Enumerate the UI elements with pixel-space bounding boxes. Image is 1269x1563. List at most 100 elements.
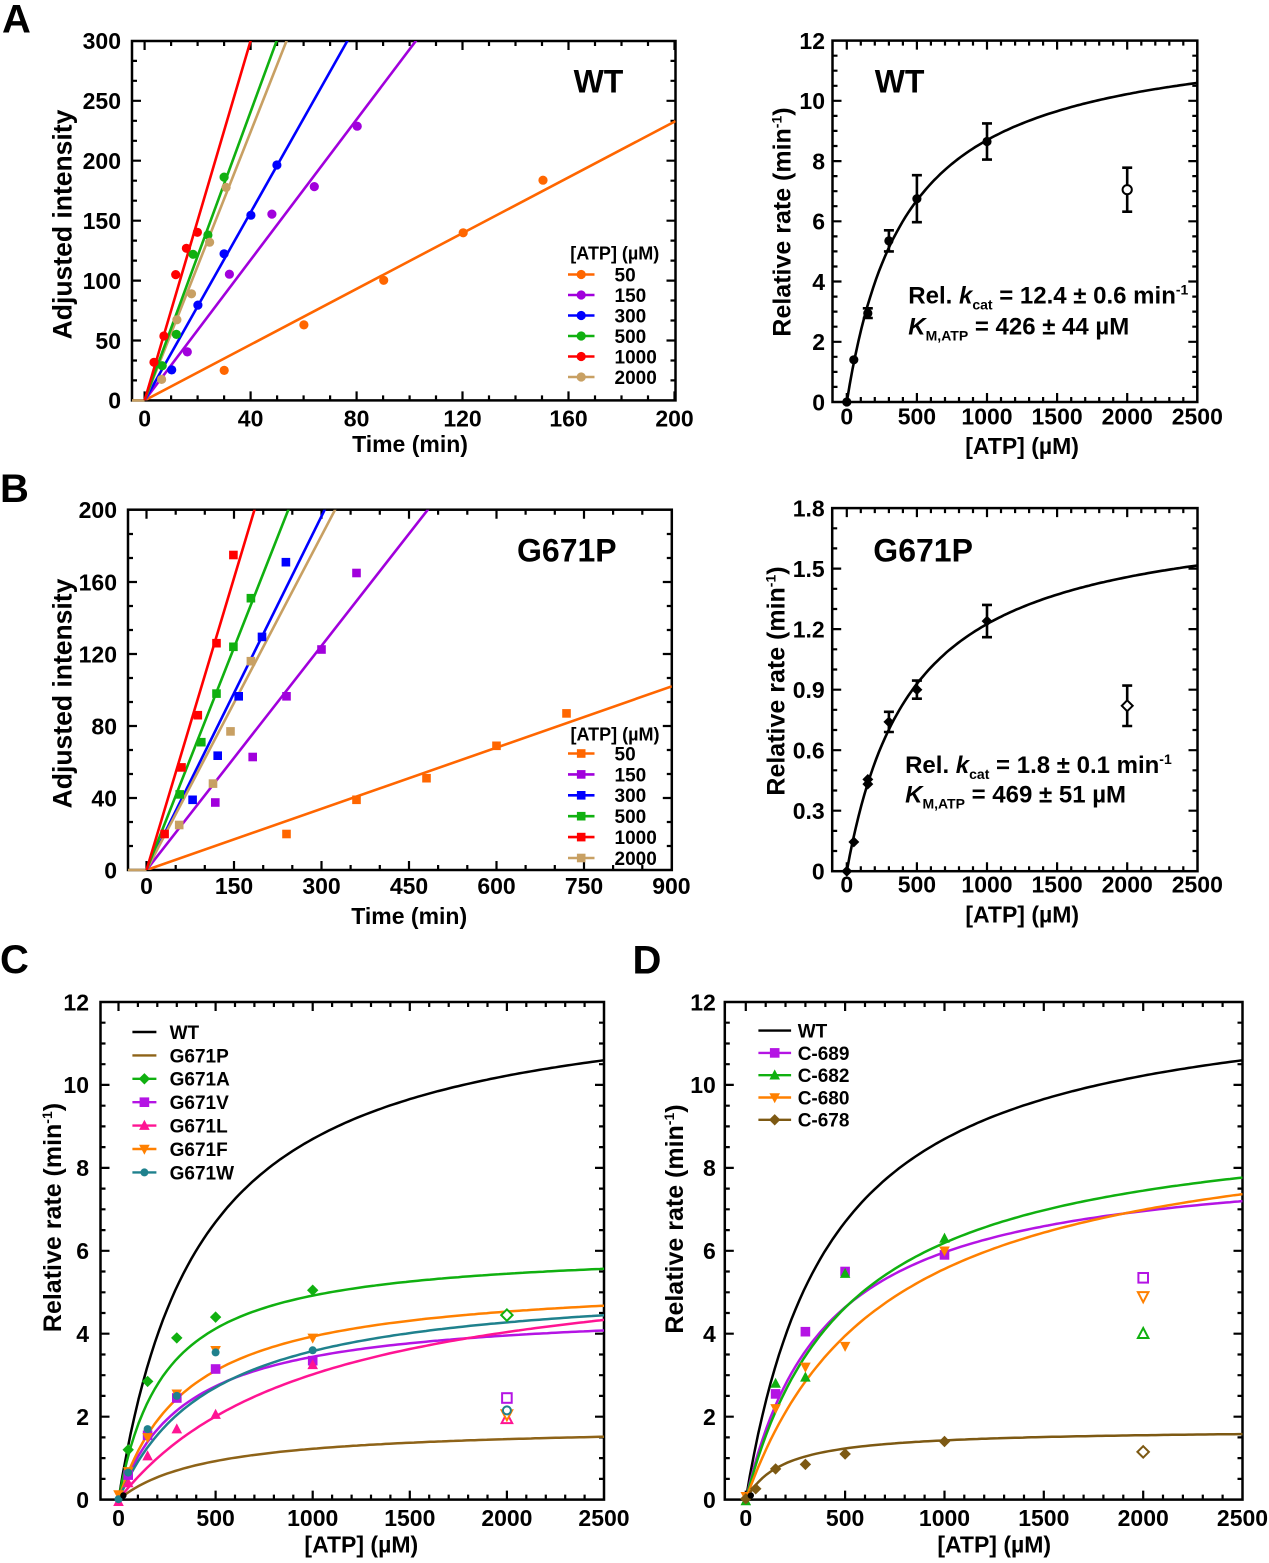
svg-text:C-682: C-682 <box>798 1066 850 1087</box>
svg-text:Relative rate (min-1): Relative rate (min-1) <box>763 566 791 795</box>
svg-text:2000: 2000 <box>615 849 657 870</box>
svg-text:C: C <box>0 938 29 982</box>
svg-text:0: 0 <box>840 404 853 430</box>
svg-text:2: 2 <box>703 1404 716 1430</box>
svg-text:300: 300 <box>615 306 647 327</box>
svg-text:50: 50 <box>615 744 636 765</box>
svg-text:12: 12 <box>63 989 89 1015</box>
svg-text:2500: 2500 <box>1172 404 1223 430</box>
svg-text:1500: 1500 <box>1018 1505 1069 1531</box>
svg-text:1000: 1000 <box>961 404 1012 430</box>
svg-text:0: 0 <box>76 1487 89 1513</box>
svg-text:100: 100 <box>83 268 121 294</box>
svg-text:0: 0 <box>138 406 151 432</box>
svg-text:2500: 2500 <box>1172 872 1223 898</box>
svg-text:0.9: 0.9 <box>793 677 825 703</box>
svg-text:G671W: G671W <box>170 1163 234 1184</box>
svg-text:C-680: C-680 <box>798 1088 850 1109</box>
svg-text:500: 500 <box>898 872 936 898</box>
svg-text:50: 50 <box>615 265 636 286</box>
svg-text:2000: 2000 <box>615 368 657 389</box>
svg-text:1.8: 1.8 <box>793 495 825 521</box>
svg-text:C-678: C-678 <box>798 1111 850 1132</box>
svg-text:4: 4 <box>76 1321 89 1347</box>
svg-text:G671P: G671P <box>517 533 617 569</box>
svg-text:500: 500 <box>898 404 936 430</box>
svg-text:200: 200 <box>655 406 693 432</box>
svg-text:G671P: G671P <box>873 533 973 569</box>
svg-text:10: 10 <box>63 1072 89 1098</box>
svg-text:Relative rate (min-1): Relative rate (min-1) <box>661 1104 689 1333</box>
svg-text:2000: 2000 <box>1102 872 1153 898</box>
svg-text:WT: WT <box>170 1023 200 1044</box>
svg-text:150: 150 <box>83 208 121 234</box>
svg-text:0: 0 <box>108 388 121 414</box>
svg-text:1500: 1500 <box>1032 404 1083 430</box>
svg-text:1000: 1000 <box>615 828 657 849</box>
svg-text:1500: 1500 <box>1032 872 1083 898</box>
svg-text:KM,ATP = 469 ± 51 µM: KM,ATP = 469 ± 51 µM <box>905 781 1126 811</box>
svg-text:200: 200 <box>83 148 121 174</box>
svg-text:0: 0 <box>739 1505 752 1531</box>
svg-text:300: 300 <box>83 28 121 54</box>
svg-text:160: 160 <box>549 406 587 432</box>
svg-text:0: 0 <box>140 873 153 899</box>
svg-text:1000: 1000 <box>615 347 657 368</box>
svg-text:G671A: G671A <box>170 1070 230 1091</box>
svg-text:160: 160 <box>79 569 117 595</box>
svg-text:1.2: 1.2 <box>793 616 825 642</box>
svg-text:1000: 1000 <box>287 1505 338 1531</box>
svg-text:A: A <box>2 0 31 42</box>
svg-text:0: 0 <box>812 389 825 415</box>
svg-text:6: 6 <box>703 1238 716 1264</box>
svg-text:8: 8 <box>703 1155 716 1181</box>
svg-text:1500: 1500 <box>384 1505 435 1531</box>
svg-text:8: 8 <box>812 148 825 174</box>
svg-text:Time (min): Time (min) <box>351 903 467 929</box>
svg-text:[ATP] (µM): [ATP] (µM) <box>570 724 659 744</box>
svg-text:450: 450 <box>390 873 428 899</box>
svg-text:500: 500 <box>196 1505 234 1531</box>
svg-text:[ATP] (µM): [ATP] (µM) <box>937 1532 1051 1558</box>
svg-text:C-689: C-689 <box>798 1044 850 1065</box>
svg-text:2000: 2000 <box>481 1505 532 1531</box>
svg-text:40: 40 <box>91 785 117 811</box>
svg-text:G671P: G671P <box>170 1046 229 1067</box>
svg-text:Rel. kcat = 12.4 ± 0.6 min-1: Rel. kcat = 12.4 ± 0.6 min-1 <box>908 282 1188 313</box>
svg-text:80: 80 <box>344 406 370 432</box>
svg-text:2500: 2500 <box>1217 1505 1268 1531</box>
svg-text:80: 80 <box>91 713 117 739</box>
svg-text:200: 200 <box>79 497 117 523</box>
svg-text:G671F: G671F <box>170 1140 228 1161</box>
svg-text:B: B <box>0 467 29 511</box>
svg-text:[ATP] (µM): [ATP] (µM) <box>570 244 659 264</box>
svg-text:D: D <box>633 939 662 983</box>
svg-text:0.6: 0.6 <box>793 737 825 763</box>
svg-text:KM,ATP = 426 ± 44 µM: KM,ATP = 426 ± 44 µM <box>908 314 1129 344</box>
svg-text:600: 600 <box>477 873 515 899</box>
svg-text:1.5: 1.5 <box>793 556 825 582</box>
svg-text:[ATP] (µM): [ATP] (µM) <box>965 433 1079 459</box>
svg-text:0: 0 <box>703 1487 716 1513</box>
svg-text:150: 150 <box>215 873 253 899</box>
svg-text:150: 150 <box>615 765 647 786</box>
svg-text:50: 50 <box>95 328 121 354</box>
svg-text:750: 750 <box>565 873 603 899</box>
svg-text:4: 4 <box>703 1321 716 1347</box>
svg-text:2000: 2000 <box>1118 1505 1169 1531</box>
svg-text:40: 40 <box>238 406 264 432</box>
svg-text:WT: WT <box>875 64 925 100</box>
svg-text:300: 300 <box>615 786 647 807</box>
svg-text:[ATP] (µM): [ATP] (µM) <box>304 1532 418 1558</box>
svg-text:500: 500 <box>615 327 647 348</box>
svg-text:120: 120 <box>79 641 117 667</box>
svg-text:12: 12 <box>799 28 825 54</box>
svg-text:2000: 2000 <box>1102 404 1153 430</box>
svg-text:500: 500 <box>615 807 647 828</box>
svg-text:8: 8 <box>76 1155 89 1181</box>
svg-text:150: 150 <box>615 286 647 307</box>
svg-text:2500: 2500 <box>578 1505 629 1531</box>
svg-text:250: 250 <box>83 88 121 114</box>
svg-text:2: 2 <box>76 1404 89 1430</box>
svg-text:1000: 1000 <box>919 1505 970 1531</box>
